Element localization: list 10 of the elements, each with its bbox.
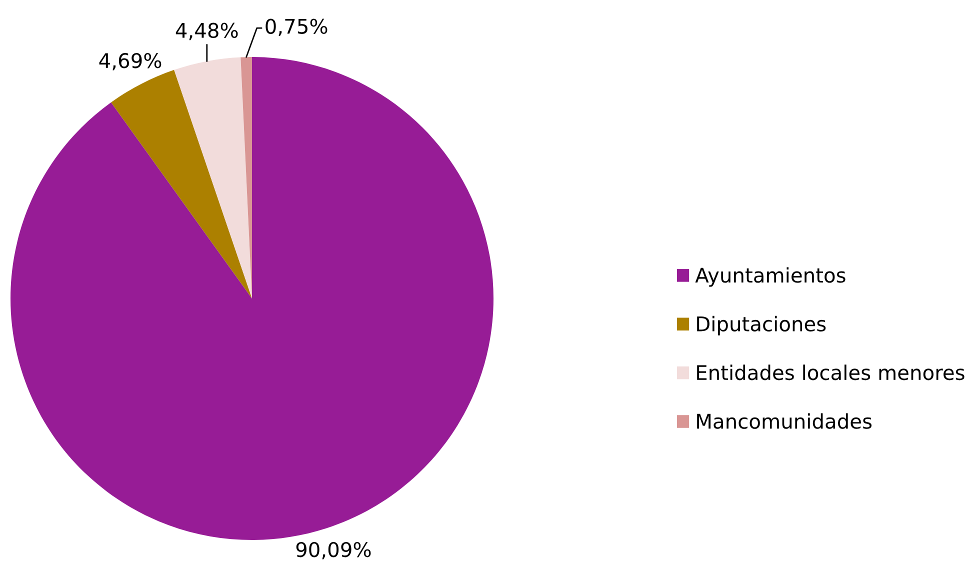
- legend-label: Mancomunidades: [697, 413, 872, 429]
- data-label: 0,75%: [266, 18, 328, 36]
- pie-slice: [111, 70, 252, 298]
- legend-label: Ayuntamientos: [695, 267, 846, 287]
- data-label: 4,69%: [99, 52, 162, 70]
- data-label: 4,48%: [176, 22, 238, 40]
- legend-label: Diputaciones: [697, 316, 826, 336]
- pie-slice: [174, 57, 252, 298]
- legend-label: Entidades locales menores: [697, 364, 964, 380]
- data-label: 90,09%: [296, 542, 371, 560]
